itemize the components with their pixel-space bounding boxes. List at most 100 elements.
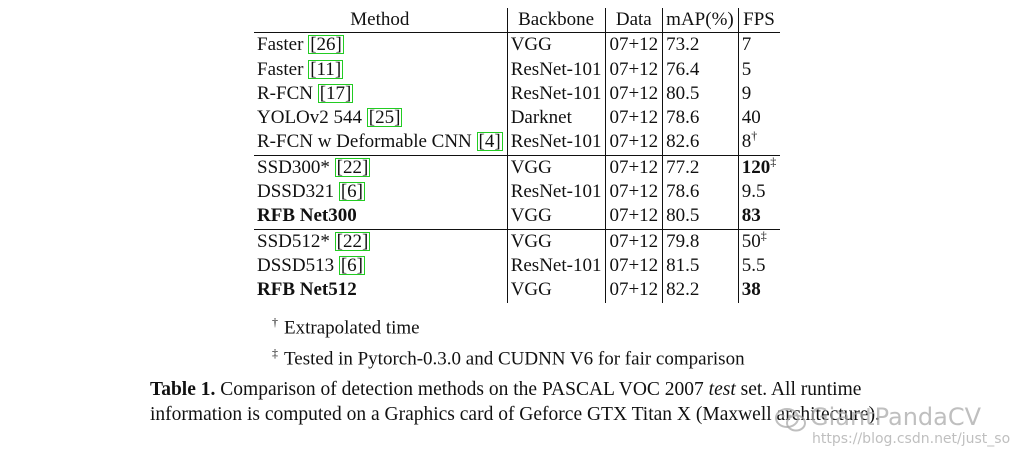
cell-data: 07+12 xyxy=(605,253,663,279)
cell-fps: 40 xyxy=(737,106,781,131)
cell-method: RFB Net300 xyxy=(254,204,508,230)
fps-value: 7 xyxy=(741,34,752,56)
column-header-data: Data xyxy=(605,8,663,34)
citation-link[interactable]: [26] xyxy=(308,34,344,56)
cell-map: 81.5 xyxy=(662,253,739,279)
fps-footnote-mark: ‡ xyxy=(770,154,777,169)
cell-backbone: VGG xyxy=(506,32,606,58)
fps-value: 38 xyxy=(741,279,761,301)
table-row: SSD300* [22] VGG 07+12 77.2 120‡ xyxy=(254,154,781,181)
table-row: SSD512* [22] VGG 07+12 79.8 50‡ xyxy=(254,228,781,254)
citation-number: 6 xyxy=(347,254,357,276)
cell-backbone: VGG xyxy=(506,278,606,303)
cell-data: 07+12 xyxy=(605,130,663,156)
fps-value: 9 xyxy=(741,82,752,104)
citation-link[interactable]: [6] xyxy=(338,181,365,203)
table-body: Faster [26] VGG 07+12 73.2 7 Faster [11] ResNe… xyxy=(254,32,781,303)
method-name: R-FCN w Deformable CNN xyxy=(257,131,472,153)
cell-backbone: Darknet xyxy=(506,106,606,131)
table-row: DSSD321 [6] ResNet-101 07+12 78.6 9.5 xyxy=(254,180,781,205)
cell-fps: 50‡ xyxy=(737,228,781,254)
cell-map: 78.6 xyxy=(662,180,739,205)
table-footnotes: † Extrapolated time ‡ Tested in Pytorch-0.… xyxy=(272,310,745,372)
citation-link[interactable]: [25] xyxy=(366,107,403,129)
method-name: RFB Net512 xyxy=(257,279,357,301)
citation-number: 6 xyxy=(347,181,357,203)
fps-value: 9.5 xyxy=(741,181,766,203)
cell-backbone: ResNet-101 xyxy=(506,57,606,82)
cell-backbone: ResNet-101 xyxy=(506,253,606,279)
fps-value: 120 xyxy=(741,156,771,178)
cell-method: SSD300* [22] xyxy=(254,155,507,180)
cell-method: DSSD321 [6] xyxy=(254,180,507,204)
method-name: DSSD321 xyxy=(257,181,335,203)
cell-map: 73.2 xyxy=(662,32,739,58)
cell-map: 79.8 xyxy=(662,229,739,254)
table-row: R-FCN w Deformable CNN [4] ResNet-101 07+1… xyxy=(254,129,781,156)
table-row: Faster [11] ResNet-101 07+12 76.4 5 xyxy=(254,57,781,82)
cell-fps: 9.5 xyxy=(737,180,781,205)
cell-method: DSSD513 [6] xyxy=(254,254,507,278)
citation-number: 22 xyxy=(342,156,362,178)
method-name: R-FCN xyxy=(257,82,313,104)
table-row: DSSD513 [6] ResNet-101 07+12 81.5 5.5 xyxy=(254,253,781,279)
citation-link[interactable]: [22] xyxy=(334,156,371,178)
footnote-double-dagger: ‡ Tested in Pytorch-0.3.0 and CUDNN V6 fo… xyxy=(272,341,745,372)
cell-map: 82.2 xyxy=(662,278,739,303)
cell-backbone: VGG xyxy=(506,155,606,181)
caption-emphasis: test xyxy=(708,379,736,400)
table-row: YOLOv2 544 [25] Darknet 07+12 78.6 40 xyxy=(254,106,781,131)
cell-map: 76.4 xyxy=(662,57,739,82)
footnote-text: Extrapolated time xyxy=(284,317,420,339)
fps-value: 50 xyxy=(741,230,761,252)
fps-value: 40 xyxy=(741,107,761,129)
method-name: DSSD513 xyxy=(257,254,335,276)
cell-data: 07+12 xyxy=(605,204,663,230)
cell-map: 80.5 xyxy=(662,204,739,230)
citation-number: 26 xyxy=(316,34,336,56)
caption-label: Table 1. xyxy=(150,379,216,400)
citation-link[interactable]: [22] xyxy=(334,230,371,252)
method-name: SSD512* xyxy=(257,230,330,252)
fps-footnote-mark: ‡ xyxy=(760,228,767,243)
cell-backbone: ResNet-101 xyxy=(506,81,606,107)
table-row: R-FCN [17] ResNet-101 07+12 80.5 9 xyxy=(254,81,781,107)
footnote-text: Tested in Pytorch-0.3.0 and CUDNN V6 for… xyxy=(284,348,745,370)
cell-data: 07+12 xyxy=(605,81,663,107)
citation-number: 11 xyxy=(316,58,335,80)
fps-footnote-mark: † xyxy=(751,129,758,144)
cell-fps: 38 xyxy=(737,278,781,303)
cell-map: 80.5 xyxy=(662,81,739,107)
cell-map: 82.6 xyxy=(662,130,739,156)
cell-method: R-FCN [17] xyxy=(254,82,507,106)
caption-text-before: Comparison of detection methods on the P… xyxy=(215,379,709,400)
cell-data: 07+12 xyxy=(605,32,663,58)
cell-data: 07+12 xyxy=(605,180,663,205)
cell-data: 07+12 xyxy=(605,229,663,254)
cell-fps: 83 xyxy=(737,204,781,230)
table-caption: Table 1. Comparison of detection methods… xyxy=(150,378,950,427)
footnote-mark: † xyxy=(272,315,278,329)
method-name: Faster xyxy=(257,58,304,80)
cell-backbone: VGG xyxy=(506,229,606,254)
table-row: Faster [26] VGG 07+12 73.2 7 xyxy=(254,32,781,58)
cell-method: SSD512* [22] xyxy=(254,229,507,254)
citation-link[interactable]: [6] xyxy=(338,254,365,276)
method-name: SSD300* xyxy=(257,156,330,178)
cell-fps: 8† xyxy=(737,129,781,156)
cell-backbone: ResNet-101 xyxy=(506,130,606,156)
cell-method: RFB Net512 xyxy=(254,278,507,302)
citation-number: 22 xyxy=(342,230,362,252)
citation-link[interactable]: [17] xyxy=(317,82,354,104)
cell-method: YOLOv2 544 [25] xyxy=(254,106,507,130)
cell-method: Faster [11] xyxy=(254,58,507,82)
citation-link[interactable]: [4] xyxy=(476,131,503,153)
fps-value: 5.5 xyxy=(741,254,766,276)
fps-value: 83 xyxy=(741,205,761,227)
cell-data: 07+12 xyxy=(605,155,663,181)
cell-method: Faster [26] xyxy=(254,33,507,58)
citation-number: 25 xyxy=(375,107,395,129)
cell-data: 07+12 xyxy=(605,106,663,131)
citation-link[interactable]: [11] xyxy=(308,58,344,80)
cell-map: 77.2 xyxy=(662,155,739,181)
